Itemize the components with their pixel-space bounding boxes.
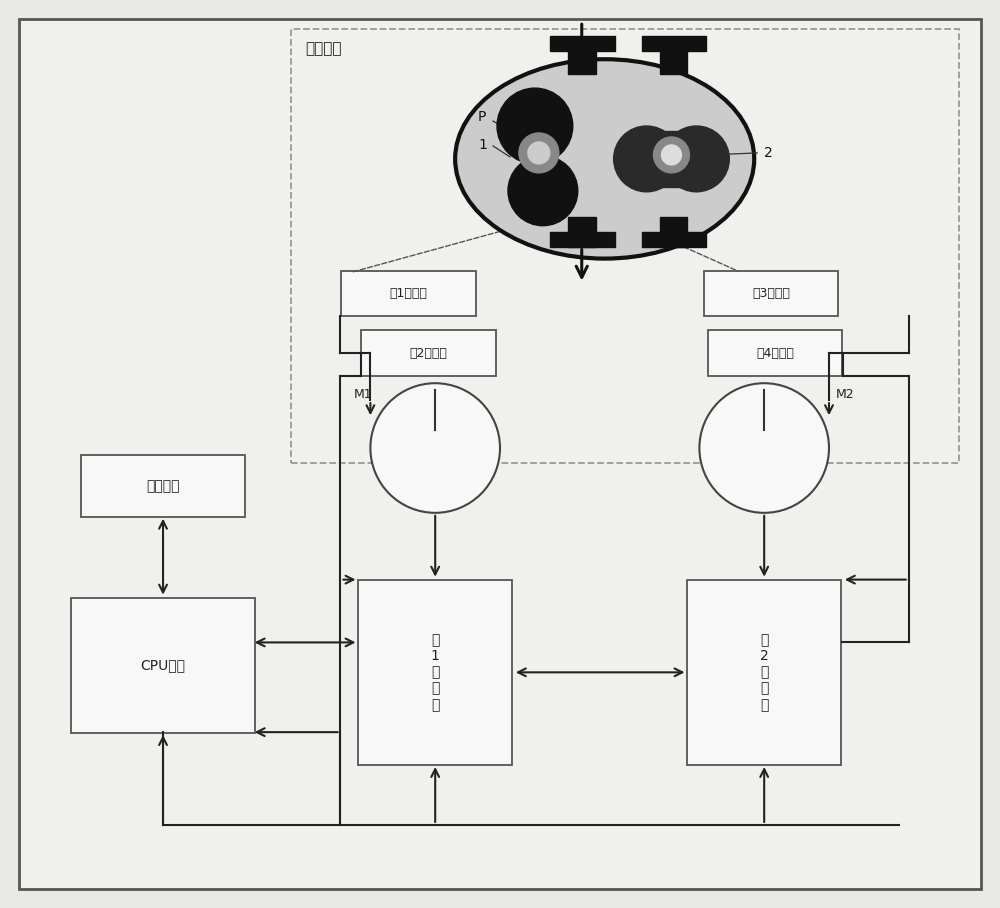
FancyBboxPatch shape	[708, 331, 842, 376]
Circle shape	[508, 156, 578, 226]
Text: 第4编码器: 第4编码器	[756, 347, 794, 360]
Text: 机械部分: 机械部分	[306, 41, 342, 56]
Bar	[660, 44, 687, 74]
Circle shape	[370, 383, 500, 513]
FancyBboxPatch shape	[81, 455, 245, 517]
FancyBboxPatch shape	[687, 580, 841, 765]
Bar	[660, 217, 687, 247]
Text: 第
1
变
频
器: 第 1 变 频 器	[431, 633, 440, 712]
Text: 1: 1	[478, 138, 487, 152]
FancyBboxPatch shape	[704, 271, 838, 316]
Text: P: P	[478, 110, 486, 124]
Circle shape	[663, 126, 729, 192]
FancyBboxPatch shape	[358, 580, 512, 765]
FancyBboxPatch shape	[71, 598, 255, 733]
Bar	[550, 232, 615, 247]
Circle shape	[519, 133, 559, 173]
Text: CPU单元: CPU单元	[141, 658, 186, 672]
Text: 第3编码器: 第3编码器	[752, 287, 790, 300]
Bar	[642, 36, 706, 51]
Bar	[550, 36, 615, 51]
Circle shape	[497, 88, 573, 163]
Bar	[647, 131, 696, 187]
Circle shape	[614, 126, 679, 192]
Bar	[568, 217, 596, 247]
FancyBboxPatch shape	[341, 271, 476, 316]
Text: 第
2
变
频
器: 第 2 变 频 器	[760, 633, 769, 712]
Ellipse shape	[455, 59, 754, 259]
FancyBboxPatch shape	[361, 331, 496, 376]
Text: 人机界面: 人机界面	[146, 479, 180, 493]
Bar	[642, 232, 706, 247]
Bar	[568, 44, 596, 74]
Text: M2: M2	[836, 389, 855, 401]
Text: M1: M1	[353, 389, 372, 401]
Text: 第1编码器: 第1编码器	[389, 287, 427, 300]
Text: 2: 2	[764, 146, 773, 160]
Text: 第2编码器: 第2编码器	[409, 347, 447, 360]
FancyBboxPatch shape	[19, 19, 981, 889]
Circle shape	[662, 145, 681, 165]
Circle shape	[528, 142, 550, 163]
Circle shape	[654, 137, 689, 173]
Circle shape	[699, 383, 829, 513]
